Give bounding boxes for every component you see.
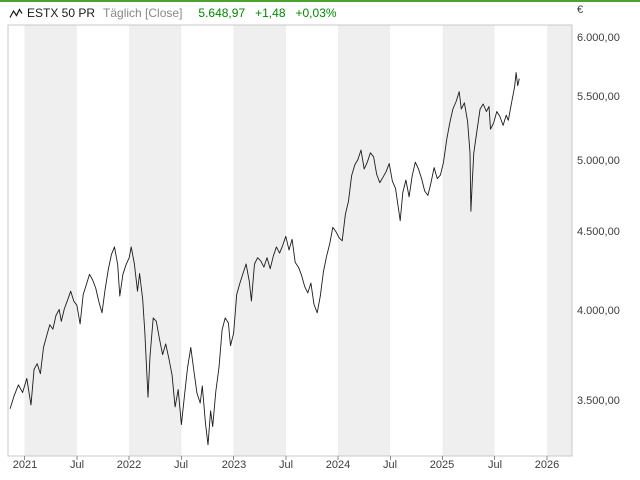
x-axis-label: Jul <box>487 459 503 471</box>
line-chart-icon <box>9 7 23 19</box>
plot-band <box>442 25 495 456</box>
chart-mode-label: Täglich [Close] <box>103 6 183 20</box>
change-absolute: +1,48 <box>255 6 286 20</box>
y-axis-label: 4.000,00 <box>577 305 620 317</box>
plot-border <box>7 24 573 457</box>
x-axis-label: Jul <box>173 459 189 471</box>
plot-band <box>390 25 443 456</box>
plot-band <box>233 25 286 456</box>
x-axis-label: 2025 <box>429 459 455 471</box>
plot-band <box>8 25 25 456</box>
y-axis-label: 5.000,00 <box>577 155 620 167</box>
y-axis-label: 5.500,00 <box>577 91 620 103</box>
plot-band <box>24 25 77 456</box>
x-axis-label: 2022 <box>116 459 142 471</box>
price-line <box>9 72 520 446</box>
plot-band <box>76 25 130 456</box>
y-axis-label: 4.500,00 <box>577 226 620 238</box>
plot-band <box>285 25 338 456</box>
x-axis-label: Jul <box>382 459 398 471</box>
instrument-name: ESTX 50 PR <box>27 6 96 20</box>
plot-band <box>494 25 547 456</box>
x-axis-label: 2026 <box>534 459 560 471</box>
widget-top-accent <box>0 0 640 2</box>
x-axis-label: Jul <box>69 459 85 471</box>
y-axis-label: 3.500,00 <box>577 395 620 407</box>
x-axis-label: 2023 <box>221 459 247 471</box>
y-axis-label: 6.000,00 <box>577 32 620 44</box>
plot-band <box>338 25 391 456</box>
x-axis-label: Jul <box>278 459 294 471</box>
x-axis-label: 2024 <box>325 459 351 471</box>
currency-symbol: € <box>577 4 584 16</box>
plot-band <box>181 25 234 456</box>
plot-band <box>546 25 572 456</box>
chart-header: ESTX 50 PR Täglich [Close] 5.648,97 +1,4… <box>9 6 337 20</box>
x-axis-label: 2021 <box>12 459 38 471</box>
last-price: 5.648,97 <box>198 6 246 20</box>
change-percent: +0,03% <box>295 6 337 20</box>
